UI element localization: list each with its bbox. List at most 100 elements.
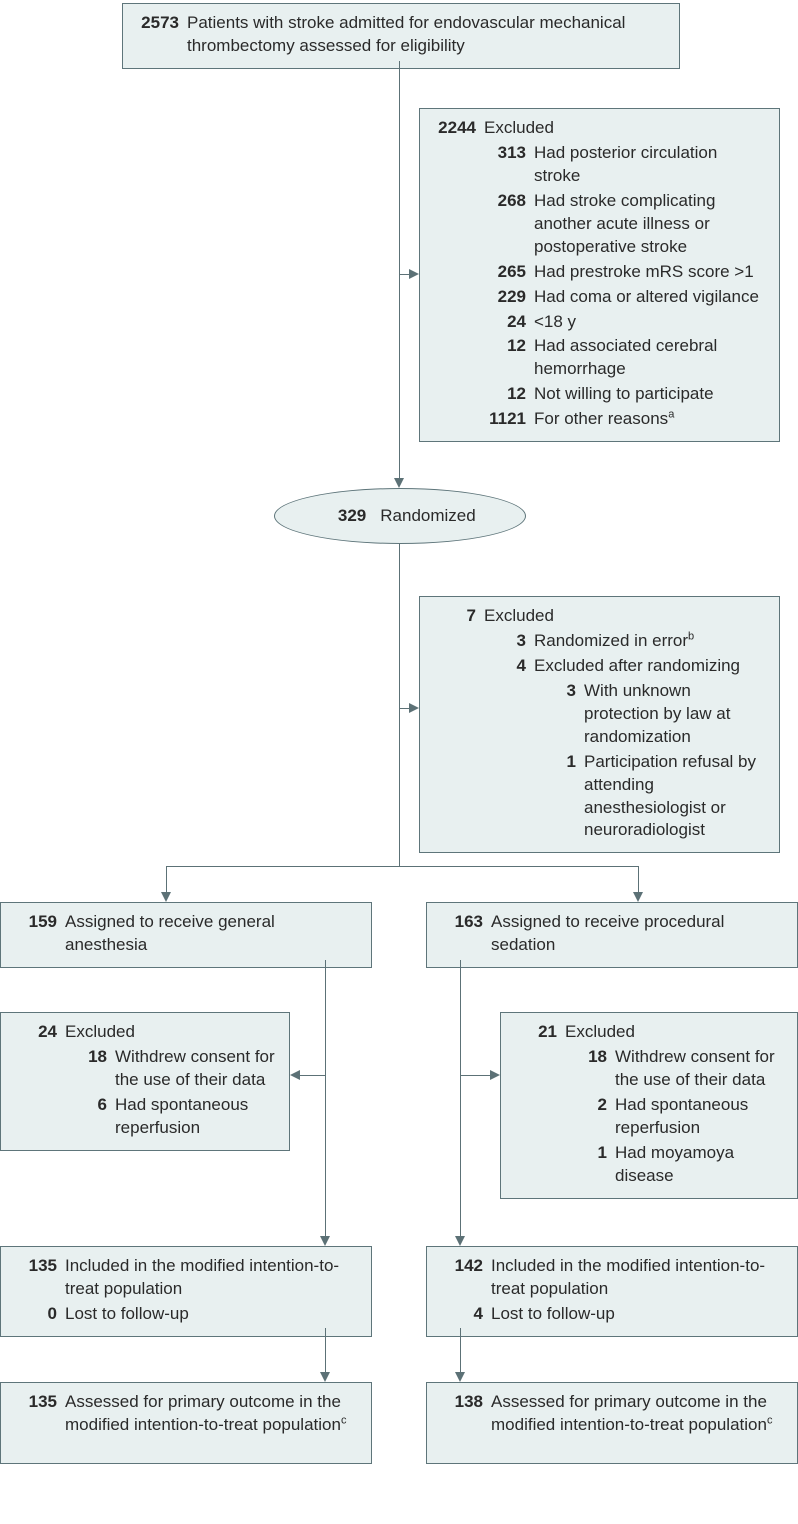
right-assessed-row-txt: Assessed for primary outcome in the modi…: [491, 1391, 783, 1437]
flowchart-canvas: 2573Patients with stroke admitted for en…: [0, 0, 798, 1524]
left-itt-row-0-num: 135: [15, 1255, 65, 1278]
excluded-1-item-0: 313Had posterior circulation stroke: [484, 142, 765, 188]
excluded-1-item-7-txt: For other reasonsa: [534, 408, 765, 431]
excluded-2-sub: 3With unknown protection by law at rando…: [484, 680, 765, 843]
arrow-9: [455, 1236, 465, 1246]
excluded-2-sub-1-num: 1: [534, 751, 584, 774]
connector-v-0: [399, 61, 400, 478]
right-itt-row-1-txt: Lost to follow-up: [491, 1303, 783, 1326]
excluded-2-item-1-txt: Excluded after randomizing: [534, 655, 765, 678]
excluded-1-item-4: 24<18 y: [484, 311, 765, 334]
excluded-2-head-txt: Excluded: [484, 605, 765, 628]
right-assign-row-txt: Assigned to receive procedural sedation: [491, 911, 783, 957]
excluded-2-sub-1: 1Participation refusal by attending anes…: [534, 751, 765, 843]
arrow-11: [320, 1372, 330, 1382]
excluded-1-head: 2244Excluded: [434, 117, 765, 140]
connector-v-2: [399, 544, 400, 866]
excluded-1-item-6: 12Not willing to participate: [484, 383, 765, 406]
excluded-2-sub-0-num: 3: [534, 680, 584, 703]
excluded-2-items: 3Randomized in errorb4Excluded after ran…: [434, 630, 765, 842]
right-excl-head: 21Excluded: [515, 1021, 783, 1044]
right-assessed-row-sup: c: [767, 1414, 773, 1426]
top-row-num: 2573: [137, 12, 187, 35]
right-itt-row-1: 4Lost to follow-up: [441, 1303, 783, 1326]
excluded-1-items: 313Had posterior circulation stroke268Ha…: [434, 142, 765, 431]
right-excl-items: 18Withdrew consent for the use of their …: [515, 1046, 783, 1188]
connector-h-3: [399, 708, 409, 709]
right-excl-item-0-num: 18: [565, 1046, 615, 1069]
left-excl-item-0: 18Withdrew consent for the use of their …: [65, 1046, 275, 1092]
excluded-2-item-0-num: 3: [484, 630, 534, 653]
right-itt-row-1-num: 4: [441, 1303, 491, 1326]
right-excl-item-2-txt: Had moyamoya disease: [615, 1142, 783, 1188]
excluded-1-head-txt: Excluded: [484, 117, 765, 140]
excluded-2-sub-0: 3With unknown protection by law at rando…: [534, 680, 765, 749]
left-assign-row: 159Assigned to receive general anesthesi…: [15, 911, 357, 957]
excluded-1-item-3-num: 229: [484, 286, 534, 309]
left-assign-row-num: 159: [15, 911, 65, 934]
left-excl-item-1-txt: Had spontaneous reperfusion: [115, 1094, 275, 1140]
arrow-5: [161, 892, 171, 902]
excluded-1-item-6-num: 12: [484, 383, 534, 406]
left-assessed-row: 135Assessed for primary outcome in the m…: [15, 1391, 357, 1437]
right-excl-item-0: 18Withdrew consent for the use of their …: [565, 1046, 783, 1092]
left-excl-item-1: 6Had spontaneous reperfusion: [65, 1094, 275, 1140]
excluded-2-item-0: 3Randomized in errorb: [484, 630, 765, 653]
excluded-1-item-3: 229Had coma or altered vigilance: [484, 286, 765, 309]
right-excl-item-1-txt: Had spontaneous reperfusion: [615, 1094, 783, 1140]
arrow-1: [409, 269, 419, 279]
right-excl-head-txt: Excluded: [565, 1021, 783, 1044]
left-assessed-row-txt: Assessed for primary outcome in the modi…: [65, 1391, 357, 1437]
left-excl-head-num: 24: [15, 1021, 65, 1044]
left-itt-row-0: 135Included in the modified intention-to…: [15, 1255, 357, 1301]
excluded-1-item-7-sup: a: [668, 409, 674, 421]
excluded-2-item-0-sup: b: [688, 630, 694, 642]
top-row: 2573Patients with stroke admitted for en…: [137, 12, 665, 58]
excluded-1-box: 2244Excluded313Had posterior circulation…: [419, 108, 780, 442]
excluded-1-item-3-txt: Had coma or altered vigilance: [534, 286, 765, 309]
connector-v-5: [166, 866, 167, 892]
left-assign-row-txt: Assigned to receive general anesthesia: [65, 911, 357, 957]
excluded-2-item-1-num: 4: [484, 655, 534, 678]
arrow-8: [290, 1070, 300, 1080]
right-itt-row-0: 142Included in the modified intention-to…: [441, 1255, 783, 1301]
right-itt-box: 142Included in the modified intention-to…: [426, 1246, 798, 1337]
left-itt-row-1-txt: Lost to follow-up: [65, 1303, 357, 1326]
randomized-num: 329: [324, 506, 374, 526]
arrow-13: [394, 478, 404, 488]
excluded-1-item-2-num: 265: [484, 261, 534, 284]
left-excl-head-txt: Excluded: [65, 1021, 275, 1044]
left-assessed-box: 135Assessed for primary outcome in the m…: [0, 1382, 372, 1464]
excluded-1-item-1-txt: Had stroke complicating another acute il…: [534, 190, 765, 259]
excluded-1-item-2: 265Had prestroke mRS score >1: [484, 261, 765, 284]
excluded-1-item-4-txt: <18 y: [534, 311, 765, 334]
left-excl-head: 24Excluded: [15, 1021, 275, 1044]
excluded-2-sub-0-txt: With unknown protection by law at random…: [584, 680, 765, 749]
excluded-1-item-0-txt: Had posterior circulation stroke: [534, 142, 765, 188]
right-excl-item-2-num: 1: [565, 1142, 615, 1165]
arrow-3: [409, 703, 419, 713]
randomized-txt: Randomized: [380, 506, 475, 526]
arrow-12: [455, 1372, 465, 1382]
right-excl-item-1-num: 2: [565, 1094, 615, 1117]
right-itt-row-0-num: 142: [441, 1255, 491, 1278]
excluded-2-item-0-txt: Randomized in errorb: [534, 630, 765, 653]
excluded-2-item-1: 4Excluded after randomizing: [484, 655, 765, 678]
connector-v-11: [325, 1328, 326, 1372]
connector-v-12: [460, 1328, 461, 1372]
excluded-1-item-6-txt: Not willing to participate: [534, 383, 765, 406]
arrow-10: [490, 1070, 500, 1080]
right-assessed-row-num: 138: [441, 1391, 491, 1414]
top-row-txt: Patients with stroke admitted for endova…: [187, 12, 665, 58]
excluded-1-head-num: 2244: [434, 117, 484, 140]
excluded-1-item-1: 268Had stroke complicating another acute…: [484, 190, 765, 259]
arrow-7: [320, 1236, 330, 1246]
right-assessed-row: 138Assessed for primary outcome in the m…: [441, 1391, 783, 1437]
left-excl-item-0-num: 18: [65, 1046, 115, 1069]
left-assessed-row-num: 135: [15, 1391, 65, 1414]
excluded-1-item-5: 12Had associated cerebral hemorrhage: [484, 335, 765, 381]
right-itt-row-0-txt: Included in the modified intention-to-tr…: [491, 1255, 783, 1301]
randomized-ellipse: 329 Randomized: [274, 488, 526, 544]
left-excl-box: 24Excluded18Withdrew consent for the use…: [0, 1012, 290, 1151]
arrow-6: [633, 892, 643, 902]
